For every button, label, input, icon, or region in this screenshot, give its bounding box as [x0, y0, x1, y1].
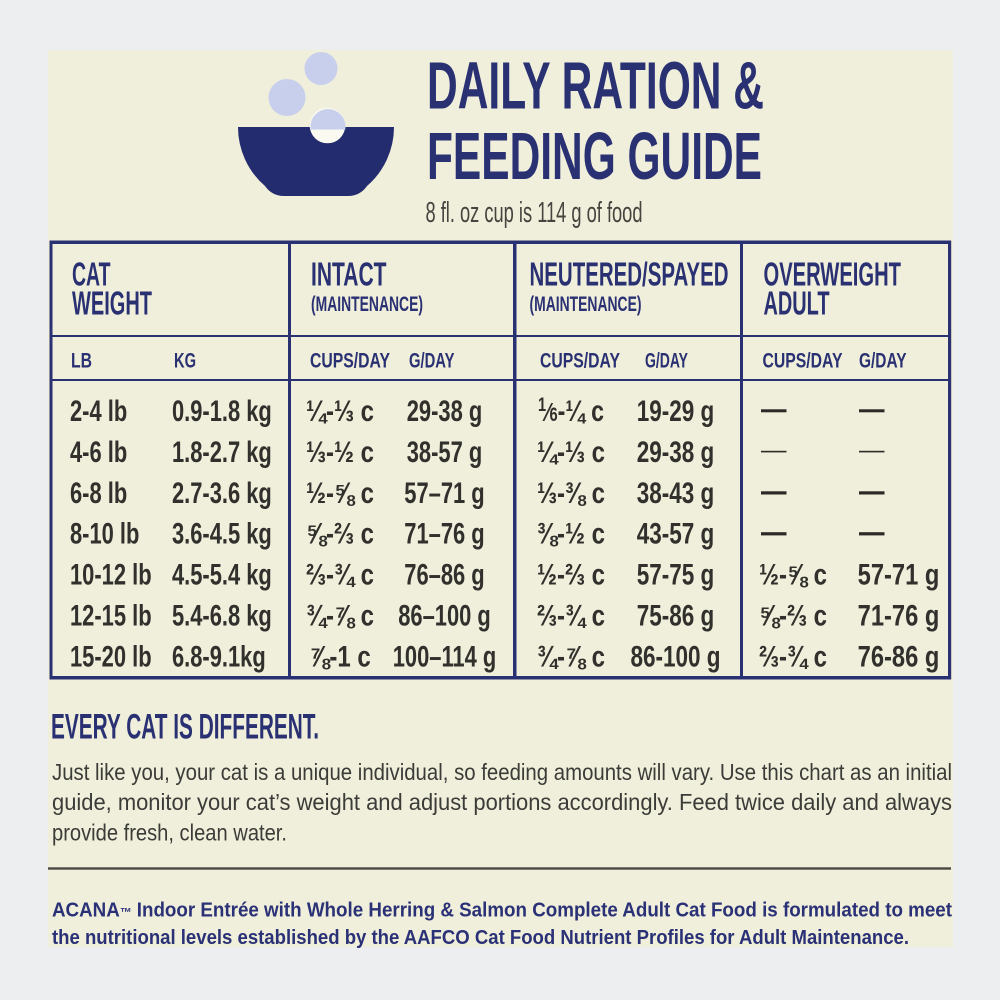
svg-text:¾-⅞ c: ¾-⅞ c — [537, 640, 605, 673]
svg-text:¼-⅓ c: ¼-⅓ c — [306, 395, 374, 428]
svg-text:8 fl. oz cup is 114 g of food: 8 fl. oz cup is 114 g of food — [426, 197, 643, 229]
svg-text:⅝-⅔ c: ⅝-⅔ c — [759, 600, 827, 633]
svg-text:⅞-1 c: ⅞-1 c — [309, 640, 370, 673]
svg-text:CUPS/DAY: CUPS/DAY — [310, 349, 390, 373]
svg-text:⅔-¾ c: ⅔-¾ c — [759, 640, 827, 673]
svg-text:3.6-4.5 kg: 3.6-4.5 kg — [172, 518, 272, 551]
svg-text:CAT: CAT — [72, 256, 111, 293]
svg-text:DAILY RATION &: DAILY RATION & — [427, 49, 764, 124]
svg-text:8-10 lb: 8-10 lb — [70, 518, 139, 551]
svg-text:OVERWEIGHT: OVERWEIGHT — [764, 256, 902, 293]
svg-text:76–86 g: 76–86 g — [404, 559, 484, 592]
svg-text:6-8 lb: 6-8 lb — [70, 477, 127, 510]
svg-text:LB: LB — [71, 349, 92, 373]
svg-text:86–100 g: 86–100 g — [398, 600, 491, 633]
svg-text:5.4-6.8 kg: 5.4-6.8 kg — [172, 600, 272, 633]
svg-text:guide, monitor your cat’s weig: guide, monitor your cat’s weight and adj… — [52, 789, 952, 815]
svg-text:29-38 g: 29-38 g — [407, 395, 483, 428]
svg-text:75-86 g: 75-86 g — [637, 600, 715, 633]
svg-text:⅔-¾ c: ⅔-¾ c — [306, 559, 374, 592]
svg-text:FEEDING GUIDE: FEEDING GUIDE — [427, 119, 762, 194]
svg-text:10-12 lb: 10-12 lb — [70, 559, 152, 592]
svg-text:71–76 g: 71–76 g — [404, 518, 484, 551]
svg-text:EVERY CAT IS DIFFERENT.: EVERY CAT IS DIFFERENT. — [51, 707, 319, 747]
svg-text:29-38 g: 29-38 g — [637, 436, 715, 469]
svg-text:6.8-9.1kg: 6.8-9.1kg — [172, 640, 266, 673]
svg-text:CUPS/DAY: CUPS/DAY — [763, 349, 843, 373]
svg-text:57-71 g: 57-71 g — [858, 559, 940, 592]
svg-text:⅓-⅜ c: ⅓-⅜ c — [537, 477, 605, 510]
svg-text:G/DAY: G/DAY — [645, 349, 688, 373]
svg-text:76-86 g: 76-86 g — [858, 640, 940, 673]
svg-text:1.8-2.7 kg: 1.8-2.7 kg — [172, 436, 272, 469]
svg-text:19-29 g: 19-29 g — [637, 395, 715, 428]
svg-text:0.9-1.8 kg: 0.9-1.8 kg — [172, 395, 272, 428]
svg-text:38-43 g: 38-43 g — [637, 477, 715, 510]
svg-text:KG: KG — [174, 349, 196, 373]
svg-text:Just like you, your cat is a u: Just like you, your cat is a unique indi… — [52, 759, 952, 785]
svg-text:⅜-½ c: ⅜-½ c — [537, 518, 605, 551]
svg-text:71-76 g: 71-76 g — [858, 600, 940, 633]
svg-text:4-6 lb: 4-6 lb — [70, 436, 127, 469]
svg-text:WEIGHT: WEIGHT — [72, 285, 152, 322]
svg-text:(MAINTENANCE): (MAINTENANCE) — [311, 292, 423, 316]
svg-text:100–114 g: 100–114 g — [393, 640, 497, 673]
svg-text:38-57 g: 38-57 g — [407, 436, 483, 469]
svg-text:86-100 g: 86-100 g — [630, 640, 720, 673]
svg-text:provide fresh, clean water.: provide fresh, clean water. — [52, 820, 287, 846]
svg-text:CUPS/DAY: CUPS/DAY — [540, 349, 620, 373]
svg-text:57-75 g: 57-75 g — [637, 559, 715, 592]
svg-text:G/DAY: G/DAY — [409, 349, 455, 373]
svg-text:15-20 lb: 15-20 lb — [70, 640, 152, 673]
svg-text:INTACT: INTACT — [311, 256, 387, 293]
svg-text:2.7-3.6 kg: 2.7-3.6 kg — [172, 477, 272, 510]
svg-text:G/DAY: G/DAY — [859, 349, 907, 373]
svg-text:⅝-⅔ c: ⅝-⅔ c — [306, 518, 374, 551]
svg-text:1⁄6-¼ c: 1⁄6-¼ c — [538, 395, 604, 428]
svg-text:½-⅔ c: ½-⅔ c — [537, 559, 605, 592]
svg-text:57–71 g: 57–71 g — [404, 477, 484, 510]
svg-text:12-15 lb: 12-15 lb — [70, 600, 152, 633]
svg-text:(MAINTENANCE): (MAINTENANCE) — [530, 292, 642, 316]
svg-text:⅔-¾ c: ⅔-¾ c — [537, 600, 605, 633]
svg-text:4.5-5.4 kg: 4.5-5.4 kg — [172, 559, 272, 592]
svg-text:½-⅝ c: ½-⅝ c — [306, 477, 374, 510]
svg-text:ACANA™ Indoor Entrée with Whol: ACANA™ Indoor Entrée with Whole Herring … — [52, 900, 952, 922]
svg-text:½-⅝ c: ½-⅝ c — [759, 559, 827, 592]
svg-text:2-4 lb: 2-4 lb — [70, 395, 127, 428]
svg-text:NEUTERED/SPAYED: NEUTERED/SPAYED — [530, 256, 729, 293]
svg-text:ADULT: ADULT — [764, 285, 830, 322]
svg-text:¾-⅞ c: ¾-⅞ c — [306, 600, 374, 633]
svg-text:⅓-½ c: ⅓-½ c — [306, 436, 374, 469]
svg-text:¼-⅓ c: ¼-⅓ c — [537, 436, 605, 469]
svg-text:the nutritional levels establi: the nutritional levels established by th… — [52, 927, 909, 949]
svg-text:43-57 g: 43-57 g — [637, 518, 715, 551]
